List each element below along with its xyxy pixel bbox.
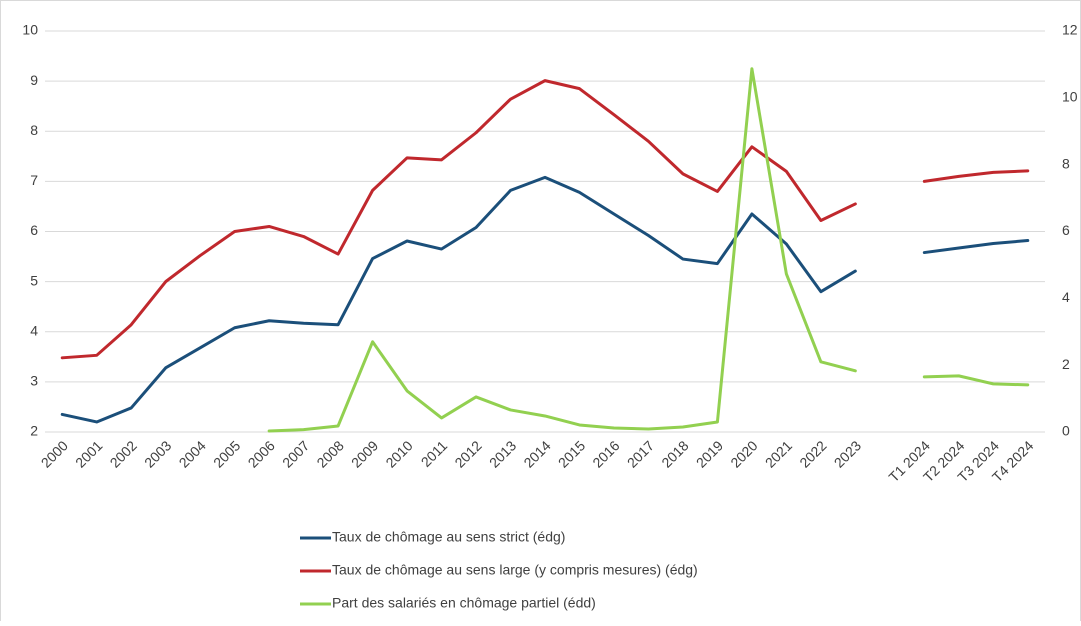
y2-tick-label: 2: [1062, 356, 1070, 372]
y-tick-label: 2: [30, 423, 38, 439]
y2-tick-label: 6: [1062, 222, 1070, 238]
x-tick-label: 2019: [693, 437, 726, 470]
series-line: [267, 67, 1030, 433]
y-tick-label: 9: [30, 72, 38, 88]
y2-tick-label: 12: [1062, 22, 1078, 38]
x-tick-label: 2006: [245, 437, 278, 470]
x-tick-label: 2009: [348, 437, 381, 470]
x-tick-label: 2014: [520, 437, 553, 470]
x-tick-label: 2002: [107, 437, 140, 470]
x-tick-label: 2017: [624, 437, 657, 470]
legend-label: Part des salariés en chômage partiel (éd…: [332, 595, 596, 611]
x-tick-label: 2013: [486, 437, 519, 470]
series-line: [60, 79, 1030, 360]
x-tick-label: 2010: [382, 437, 415, 470]
y2-tick-label: 10: [1062, 89, 1078, 105]
y2-tick-label: 8: [1062, 155, 1070, 171]
y2-tick-label: 0: [1062, 423, 1070, 439]
x-tick-label: 2016: [589, 437, 622, 470]
x-tick-label: 2018: [658, 437, 691, 470]
x-tick-label: 2015: [555, 437, 588, 470]
y-tick-label: 4: [30, 322, 38, 338]
y-tick-label: 10: [22, 22, 38, 38]
x-tick-label: 2003: [141, 437, 174, 470]
x-tick-label: 2001: [72, 437, 105, 470]
x-tick-label: 2004: [176, 437, 209, 470]
x-tick-label: 2022: [796, 437, 829, 470]
legend-label: Taux de chômage au sens strict (édg): [332, 529, 565, 545]
x-tick-label: 2021: [762, 437, 795, 470]
x-tick-label: 2005: [210, 437, 243, 470]
y-tick-label: 7: [30, 172, 38, 188]
series-line: [60, 175, 1030, 424]
y-tick-label: 5: [30, 272, 38, 288]
y-tick-label: 6: [30, 222, 38, 238]
y-tick-label: 8: [30, 122, 38, 138]
x-tick-label: 2023: [831, 437, 864, 470]
x-tick-label: 2020: [727, 437, 760, 470]
legend-label: Taux de chômage au sens large (y compris…: [332, 562, 698, 578]
x-tick-label: 2011: [418, 437, 451, 470]
x-tick-label: 2008: [313, 437, 346, 470]
y-tick-label: 3: [30, 373, 38, 389]
y2-tick-label: 4: [1062, 289, 1070, 305]
x-tick-label: 2000: [38, 437, 71, 470]
x-tick-label: 2007: [279, 437, 312, 470]
x-tick-label: 2012: [451, 437, 484, 470]
